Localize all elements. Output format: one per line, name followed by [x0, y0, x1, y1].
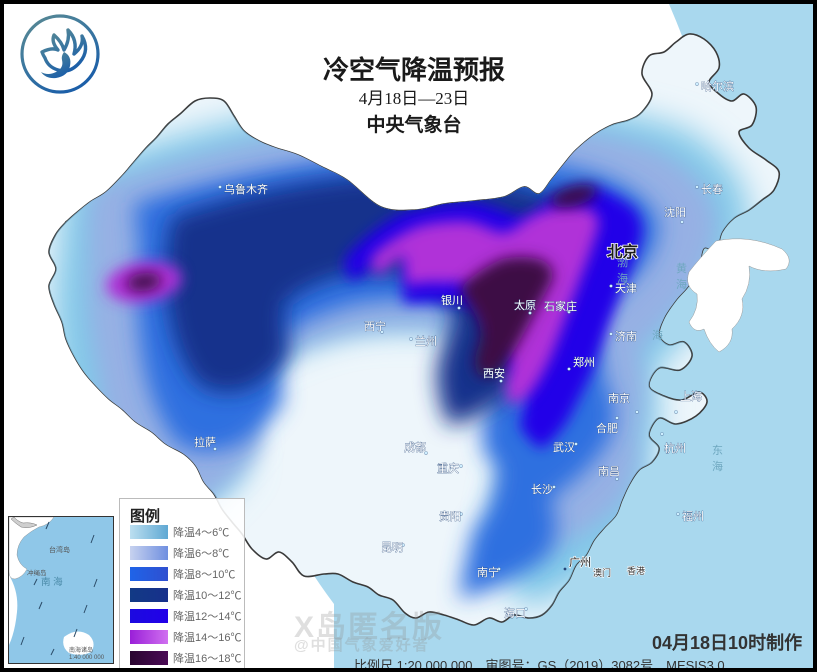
svg-text:南昌: 南昌: [598, 465, 620, 478]
svg-text:西宁: 西宁: [364, 319, 386, 333]
svg-text:天津: 天津: [615, 282, 637, 295]
svg-text:南海诸岛: 南海诸岛: [69, 646, 93, 654]
svg-text:黄: 黄: [676, 261, 687, 275]
svg-text:东: 东: [712, 444, 723, 457]
svg-text:台湾岛: 台湾岛: [49, 545, 70, 554]
svg-text:石家庄: 石家庄: [544, 299, 577, 313]
svg-text:北京: 北京: [607, 242, 638, 261]
svg-text:福州: 福州: [682, 509, 704, 523]
svg-text:成都: 成都: [404, 441, 426, 454]
svg-text:杭州: 杭州: [664, 441, 686, 455]
svg-text:重庆: 重庆: [437, 461, 459, 475]
svg-text:广州: 广州: [569, 556, 591, 569]
svg-text:银川: 银川: [441, 293, 463, 307]
svg-text:兰州: 兰州: [415, 335, 437, 348]
svg-text:冲绳岛: 冲绳岛: [27, 568, 47, 577]
svg-text:郑州: 郑州: [573, 355, 595, 369]
svg-text:长沙: 长沙: [531, 483, 553, 496]
svg-text:海: 海: [712, 459, 723, 473]
svg-text:昆明: 昆明: [381, 541, 403, 554]
svg-text:贵阳: 贵阳: [439, 510, 461, 523]
svg-text:海: 海: [676, 277, 687, 291]
svg-text:1:40 000 000: 1:40 000 000: [69, 655, 105, 661]
svg-text:澳门: 澳门: [593, 567, 611, 578]
svg-text:武汉: 武汉: [553, 441, 575, 454]
svg-text:海: 海: [652, 328, 663, 342]
svg-text:济南: 济南: [615, 329, 637, 343]
svg-text:哈尔滨: 哈尔滨: [701, 79, 734, 93]
svg-text:长春: 长春: [701, 183, 723, 196]
svg-text:沈阳: 沈阳: [664, 205, 686, 219]
svg-text:南宁: 南宁: [477, 565, 499, 579]
svg-text:香港: 香港: [627, 565, 645, 576]
svg-text:南京: 南京: [608, 391, 630, 405]
svg-text:西安: 西安: [483, 366, 505, 380]
svg-text:上海: 上海: [680, 389, 702, 403]
svg-text:合肥: 合肥: [596, 421, 618, 435]
svg-text:拉萨: 拉萨: [194, 435, 216, 449]
svg-text:南 海: 南 海: [41, 576, 63, 588]
svg-text:乌鲁木齐: 乌鲁木齐: [224, 182, 268, 196]
svg-text:太原: 太原: [514, 299, 536, 312]
